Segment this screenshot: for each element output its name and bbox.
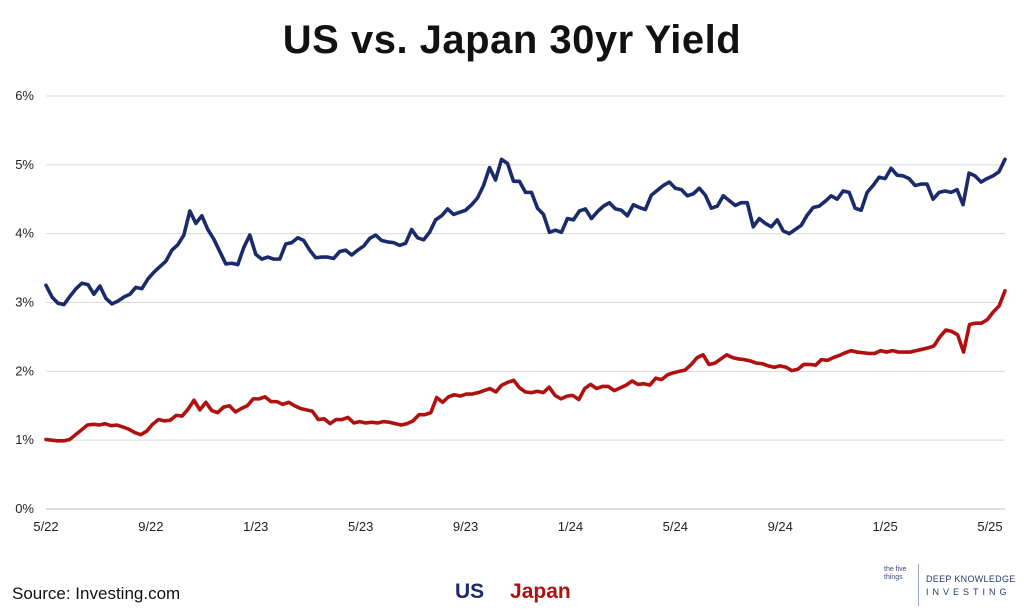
x-tick-label: 5/24 <box>663 519 688 534</box>
y-tick-label: 5% <box>15 157 34 172</box>
logo-mark: the five things <box>884 566 907 581</box>
series-line-japan <box>44 288 1007 443</box>
source-note: Source: Investing.com <box>12 584 181 603</box>
y-tick-label: 3% <box>15 295 34 310</box>
legend-item-japan: Japan <box>510 580 571 603</box>
logo-line1: DEEP KNOWLEDGE <box>926 574 1016 584</box>
x-tick-label: 1/24 <box>558 519 583 534</box>
gridlines <box>46 95 1005 510</box>
y-tick-label: 4% <box>15 226 34 241</box>
y-tick-label: 1% <box>15 432 34 447</box>
series-lines <box>44 157 1007 443</box>
y-axis-ticks: 0% 1% 2% 3% 4% 5% 6% <box>15 88 34 516</box>
series-line-us <box>44 157 1007 307</box>
legend-item-us: US <box>455 580 485 603</box>
x-axis-ticks: 5/22 9/22 1/23 5/23 9/23 1/24 5/24 9/24 1/25 5/25 <box>33 519 1002 534</box>
y-tick-label: 6% <box>15 88 34 103</box>
logo-divider <box>918 564 919 606</box>
x-tick-label: 9/24 <box>768 519 793 534</box>
x-tick-label: 5/25 <box>977 519 1002 534</box>
brand-logo: the five things DEEP KNOWLEDGE INVESTING <box>880 562 1020 608</box>
x-tick-label: 9/22 <box>138 519 163 534</box>
x-tick-label: 5/22 <box>33 519 58 534</box>
legend: US Japan <box>455 580 591 604</box>
y-tick-label: 2% <box>15 363 34 378</box>
logo-line2: INVESTING <box>926 587 1011 597</box>
x-tick-label: 9/23 <box>453 519 478 534</box>
x-tick-label: 5/23 <box>348 519 373 534</box>
y-tick-label: 0% <box>15 501 34 516</box>
chart-title: US vs. Japan 30yr Yield <box>282 18 742 62</box>
x-tick-label: 1/23 <box>243 519 268 534</box>
x-tick-label: 1/25 <box>872 519 897 534</box>
